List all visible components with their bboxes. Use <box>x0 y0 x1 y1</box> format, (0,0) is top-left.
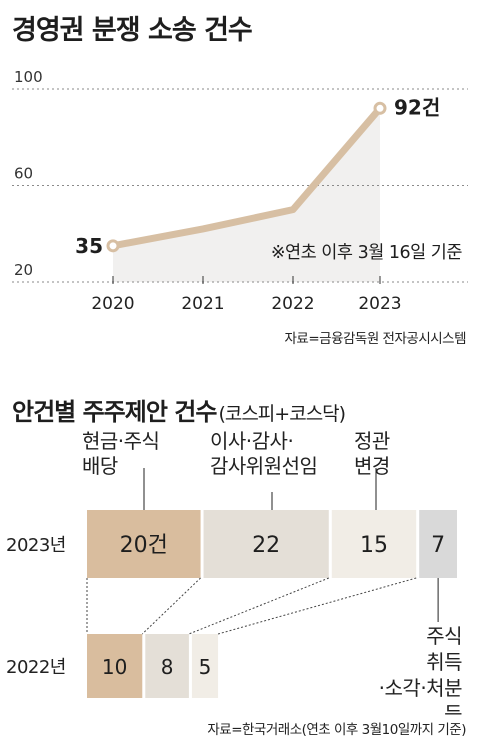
chart-title: 경영권 분쟁 소송 건수 <box>12 15 253 46</box>
proposal-bar-chart: 현금·주식 배당 이사·감사· 감사위원선임 정관 변경 20건 22 15 7 2023년 10 8 5… <box>6 430 463 715</box>
x-tick-label: 2020 <box>91 294 134 314</box>
y-tick-label: 20 <box>14 261 33 279</box>
bar-value-label: 5 <box>199 655 212 679</box>
series-line <box>109 104 384 250</box>
bar-segment <box>87 634 143 698</box>
bar-chart-title-main: 안건별 주주제안 건수 <box>12 398 217 426</box>
x-tick-label: 2023 <box>358 294 401 314</box>
x-tick-label: 2022 <box>271 294 314 314</box>
bar-value-label: 8 <box>161 655 174 679</box>
connector-line <box>141 577 201 635</box>
x-tick-label: 2021 <box>181 294 224 314</box>
bar-value-label: 7 <box>431 533 445 558</box>
series-label-0: 현금·주식 배당 <box>82 430 159 478</box>
data-label-2023: 92건 <box>394 95 440 119</box>
y-tick-label: 100 <box>14 68 43 86</box>
line-chart-source: 자료=금융감독원 전자공시시스템 <box>284 331 467 347</box>
category-label: 2022년 <box>6 657 66 678</box>
bar-chart-subtitle: (코스피+코스닥) <box>218 403 346 425</box>
series-label-1: 이사·감사· 감사위원선임 <box>210 430 317 478</box>
connector-line <box>217 577 417 635</box>
bar-chart-title: 안건별 주주제안 건수 (코스피+코스닥) <box>12 392 346 427</box>
series-label-2: 정관 변경 <box>354 430 390 478</box>
bar-value-label: 20건 <box>120 533 168 558</box>
bar-value-label: 15 <box>360 533 388 558</box>
bar-segment <box>191 634 219 698</box>
category-label: 2023년 <box>6 535 66 556</box>
bar-segment <box>145 634 189 698</box>
data-point <box>373 101 387 115</box>
series-label-3: 주식 취득 ·소각·처분 등 <box>379 624 462 715</box>
chart-annotation: ※연초 이후 3월 16일 기준 <box>271 243 463 263</box>
line-area <box>113 108 380 282</box>
data-label-2020: 35 <box>75 234 103 258</box>
bar-segment <box>87 510 201 578</box>
data-point <box>106 239 120 253</box>
bar-chart-source: 자료=한국거래소(연초 이후 3월10일까지 기준) <box>207 722 466 738</box>
bar-segment <box>419 510 457 578</box>
bar-value-label: 22 <box>252 533 280 558</box>
bar-segment <box>203 510 329 578</box>
connector-line <box>188 577 329 635</box>
bar-segment <box>331 510 417 578</box>
bar-value-label: 10 <box>102 655 127 679</box>
y-tick-label: 60 <box>14 165 33 183</box>
